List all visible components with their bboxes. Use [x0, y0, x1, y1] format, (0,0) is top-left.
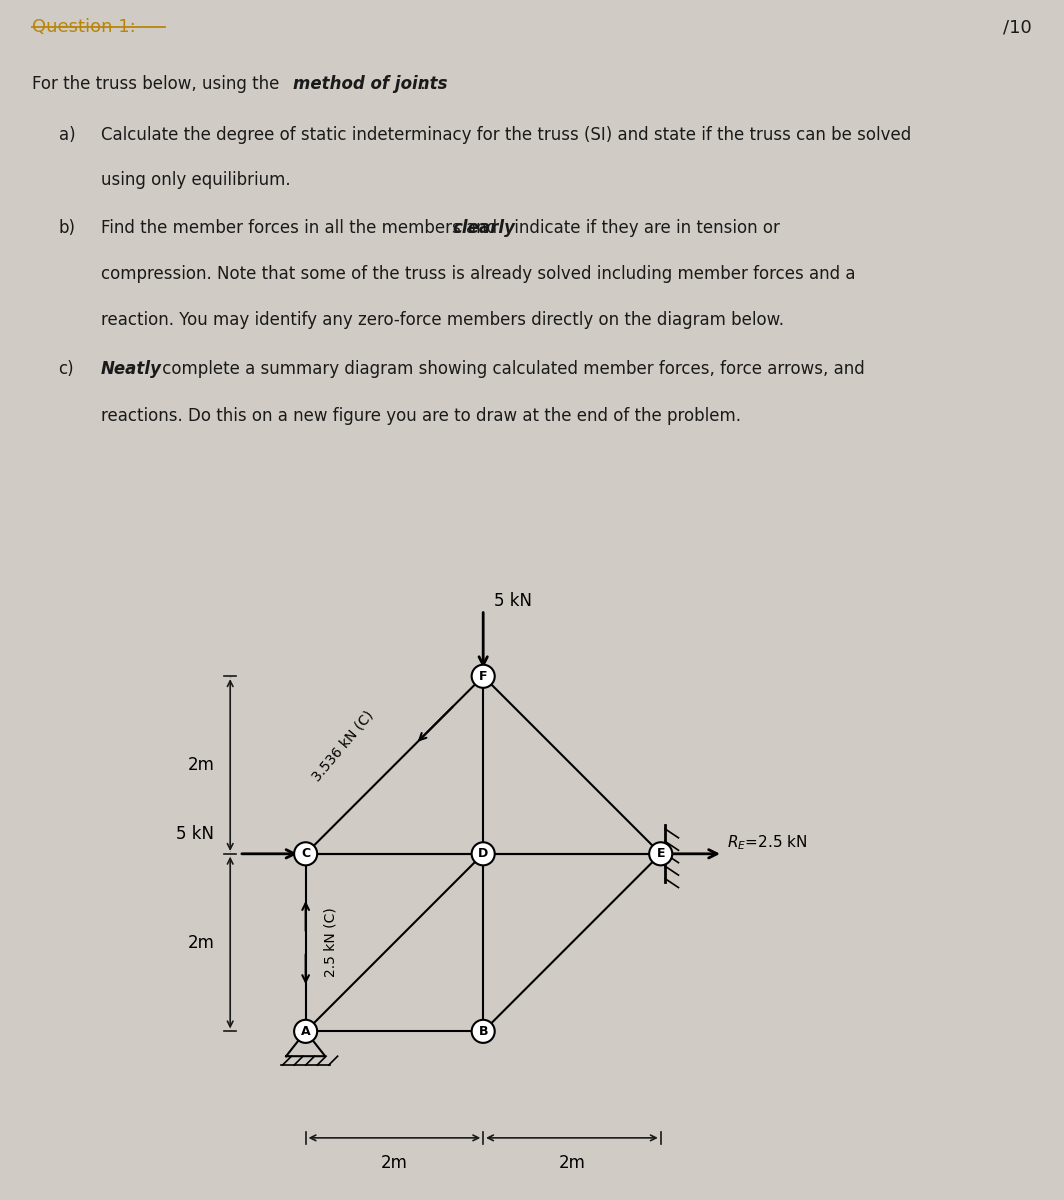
- Text: Question 1:: Question 1:: [32, 18, 136, 36]
- Text: A: A: [301, 1025, 311, 1038]
- Circle shape: [649, 842, 672, 865]
- Text: For the truss below, using the: For the truss below, using the: [32, 74, 284, 92]
- Text: C: C: [301, 847, 311, 860]
- Text: 5 kN: 5 kN: [494, 592, 532, 610]
- Text: $R_E$=2.5 kN: $R_E$=2.5 kN: [728, 833, 808, 852]
- Text: 2.5 kN (C): 2.5 kN (C): [323, 907, 337, 978]
- Text: indicate if they are in tension or: indicate if they are in tension or: [509, 218, 780, 236]
- Text: clearly: clearly: [452, 218, 515, 236]
- Text: Find the member forces in all the members and: Find the member forces in all the member…: [101, 218, 502, 236]
- Text: method of joints: method of joints: [293, 74, 447, 92]
- Text: D: D: [478, 847, 488, 860]
- Text: 3.536 kN (C): 3.536 kN (C): [310, 708, 377, 784]
- Text: Calculate the degree of static indeterminacy for the truss (SI) and state if the: Calculate the degree of static indetermi…: [101, 126, 912, 144]
- Text: reactions. Do this on a new figure you are to draw at the end of the problem.: reactions. Do this on a new figure you a…: [101, 407, 742, 425]
- Text: Neatly: Neatly: [101, 360, 162, 378]
- Text: F: F: [479, 670, 487, 683]
- Text: c): c): [59, 360, 74, 378]
- Text: B: B: [479, 1025, 488, 1038]
- Text: :: :: [420, 74, 426, 92]
- Text: /10: /10: [1003, 18, 1032, 36]
- Text: complete a summary diagram showing calculated member forces, force arrows, and: complete a summary diagram showing calcu…: [157, 360, 865, 378]
- Circle shape: [294, 1020, 317, 1043]
- Text: b): b): [59, 218, 76, 236]
- Text: 2m: 2m: [187, 934, 214, 952]
- Text: 2m: 2m: [187, 756, 214, 774]
- Text: E: E: [656, 847, 665, 860]
- Circle shape: [471, 665, 495, 688]
- Circle shape: [471, 1020, 495, 1043]
- Circle shape: [471, 842, 495, 865]
- Circle shape: [294, 842, 317, 865]
- Text: 2m: 2m: [381, 1153, 408, 1171]
- Text: compression. Note that some of the truss is already solved including member forc: compression. Note that some of the truss…: [101, 265, 855, 283]
- Text: reaction. You may identify any zero-force members directly on the diagram below.: reaction. You may identify any zero-forc…: [101, 311, 784, 329]
- Text: 5 kN: 5 kN: [176, 826, 214, 844]
- Text: a): a): [59, 126, 76, 144]
- Text: 2m: 2m: [559, 1153, 585, 1171]
- Text: using only equilibrium.: using only equilibrium.: [101, 170, 290, 188]
